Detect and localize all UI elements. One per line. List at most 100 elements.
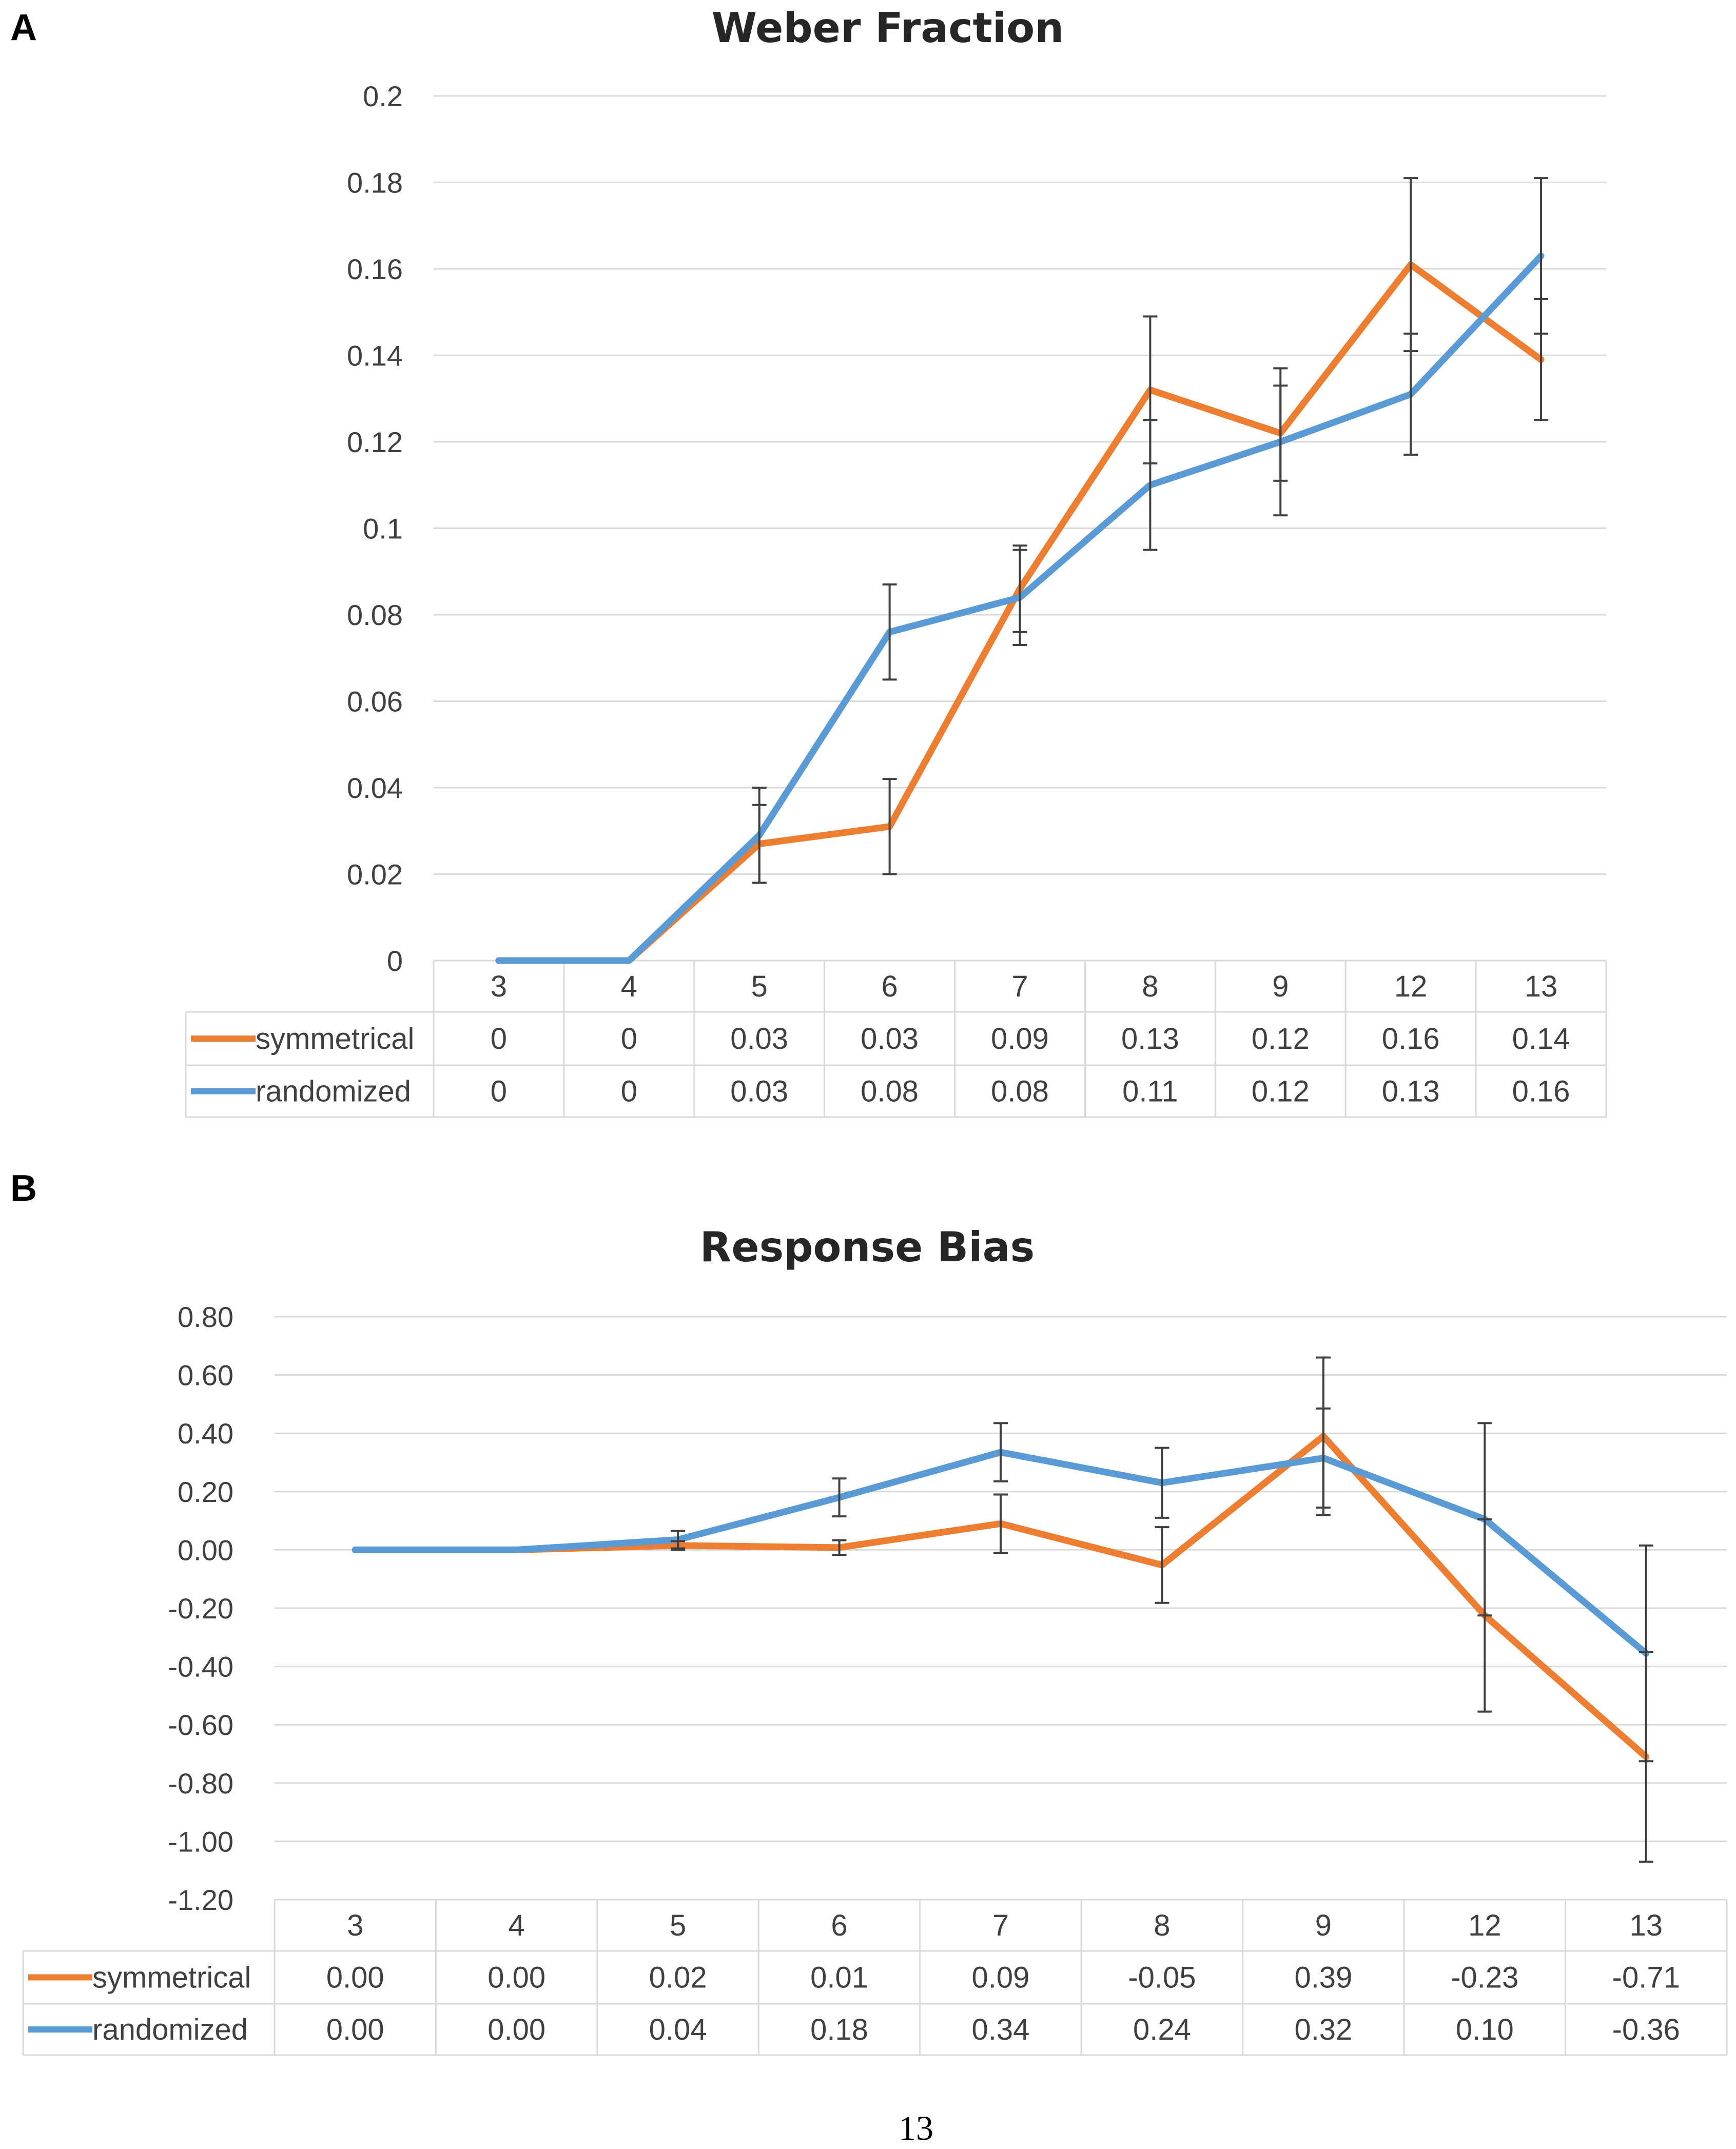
y-tick-label: 0.08 — [347, 599, 403, 631]
y-tick-label: 0.18 — [347, 167, 403, 199]
data-table-grid — [22, 1899, 1728, 2056]
error-bars — [752, 177, 1549, 884]
y-tick-label: 0.16 — [347, 253, 403, 285]
page-number: 13 — [899, 2108, 933, 2147]
error-bar-randomized — [1403, 333, 1418, 456]
category-label: 13 — [1630, 1909, 1663, 1942]
table-cell-symmetrical: 0.14 — [1512, 1022, 1570, 1056]
error-bars — [671, 1356, 1653, 1863]
chart-title-weber: Weber Fraction — [712, 4, 1064, 52]
y-tick-label: 0.14 — [347, 340, 403, 372]
category-label: 5 — [670, 1909, 686, 1942]
category-label: 5 — [751, 970, 768, 1003]
table-cell-randomized: 0.10 — [1456, 2013, 1514, 2046]
category-label: 4 — [509, 1909, 525, 1942]
category-label: 6 — [831, 1909, 847, 1942]
table-cell-symmetrical: 0.03 — [861, 1022, 919, 1056]
table-cell-symmetrical: 0 — [621, 1022, 637, 1056]
table-cell-randomized: 0.16 — [1512, 1075, 1570, 1108]
y-axis-ticks: 0.2 0.18 0.16 0.14 0.12 0.1 0.08 0.06 0.04 0.02 0 — [347, 80, 403, 977]
table-cell-randomized: 0.13 — [1382, 1075, 1440, 1108]
error-bar-symmetrical — [1155, 1526, 1169, 1604]
table-row-symmetrical: symmetrical 0 0 0.03 0.03 0.09 0.13 0.12 0.16 0.… — [191, 1022, 1570, 1056]
chart-title-response-bias: Response Bias — [700, 1223, 1035, 1271]
table-cell-randomized: 0.00 — [326, 2013, 384, 2046]
table-cell-symmetrical: 0.13 — [1121, 1022, 1179, 1056]
table-cell-randomized: 0.08 — [861, 1075, 919, 1108]
category-label: 13 — [1525, 970, 1558, 1003]
category-label: 9 — [1272, 970, 1289, 1003]
error-bar-randomized — [1316, 1407, 1331, 1509]
table-cell-randomized: 0.08 — [991, 1075, 1049, 1108]
panel-label-b: B — [10, 1168, 37, 1209]
data-table: 3 4 5 6 7 8 9 12 13 symmetrical 0.00 0.00 0.02 0.01… — [28, 1909, 1680, 2046]
table-cell-symmetrical: -0.05 — [1128, 1961, 1196, 1995]
category-label: 8 — [1154, 1909, 1170, 1942]
y-tick-label: 0.06 — [347, 686, 403, 718]
y-tick-label: 0.1 — [363, 513, 403, 545]
y-tick-label: 0.80 — [178, 1301, 233, 1333]
category-row: 3 4 5 6 7 8 9 12 13 — [347, 1909, 1663, 1942]
y-tick-label: -0.80 — [168, 1767, 233, 1800]
table-cell-symmetrical: 0.02 — [649, 1961, 707, 1995]
table-cell-randomized: 0.03 — [730, 1075, 788, 1108]
category-label: 3 — [347, 1909, 363, 1942]
table-cell-symmetrical: 0.16 — [1382, 1022, 1440, 1056]
table-cell-symmetrical: 0.00 — [326, 1961, 384, 1995]
y-tick-label: -1.00 — [168, 1825, 233, 1858]
table-row-randomized: randomized 0 0 0.03 0.08 0.08 0.11 0.12 0.13 0.1… — [191, 1075, 1570, 1108]
error-bar-randomized — [1143, 419, 1158, 551]
error-bar-randomized — [1534, 177, 1549, 335]
y-tick-label: -0.20 — [168, 1592, 233, 1625]
y-tick-label: 0.02 — [347, 858, 403, 891]
table-cell-symmetrical: 0.01 — [810, 1961, 868, 1995]
category-label: 12 — [1468, 1909, 1501, 1942]
error-bar-randomized — [993, 1422, 1008, 1482]
error-bar-randomized — [882, 583, 897, 681]
y-tick-label: 0.2 — [363, 80, 403, 112]
y-tick-label: -0.60 — [168, 1709, 233, 1741]
table-row-randomized: randomized 0.00 0.00 0.04 0.18 0.34 0.24 0.32 0… — [28, 2013, 1680, 2046]
table-cell-symmetrical: 0.03 — [730, 1022, 788, 1056]
category-label: 6 — [881, 970, 898, 1003]
table-cell-randomized: 0.12 — [1252, 1075, 1310, 1108]
y-tick-label: 0.04 — [347, 772, 403, 804]
table-cell-symmetrical: -0.23 — [1451, 1961, 1518, 1995]
y-tick-label: 0.00 — [178, 1534, 233, 1566]
category-label: 9 — [1315, 1909, 1332, 1942]
y-tick-label: 0.60 — [178, 1359, 233, 1392]
table-cell-symmetrical: 0 — [491, 1022, 507, 1056]
response-bias-chart: B Response Bias 0.80 0.60 0.40 0.20 0.00 -0.2… — [10, 1168, 1728, 2056]
error-bar-randomized — [1477, 1422, 1492, 1617]
y-tick-label: -0.40 — [168, 1651, 233, 1683]
error-bar-randomized — [1155, 1447, 1169, 1519]
error-bar-randomized — [752, 787, 767, 884]
table-row-symmetrical: symmetrical 0.00 0.00 0.02 0.01 0.09 -0.05 0.3… — [28, 1961, 1680, 1995]
table-cell-randomized: 0.34 — [972, 2013, 1030, 2046]
y-tick-label: -1.20 — [168, 1884, 233, 1916]
category-label: 8 — [1142, 970, 1158, 1003]
category-label: 7 — [992, 1909, 1009, 1942]
data-table: 3 4 5 6 7 8 9 12 13 symmetrical 0 0 0.03 0.03 0.09 0.… — [191, 970, 1570, 1108]
error-bar-symmetrical — [832, 1539, 847, 1556]
category-label: 4 — [621, 970, 637, 1003]
error-bar-symmetrical — [882, 778, 897, 875]
y-tick-label: 0.40 — [178, 1417, 233, 1450]
error-bar-symmetrical — [993, 1493, 1008, 1554]
table-cell-symmetrical: -0.71 — [1612, 1961, 1680, 1995]
weber-fraction-chart: A Weber Fraction 0.20.180.160.140.120.10… — [10, 4, 1607, 1118]
table-cell-symmetrical: 0.12 — [1252, 1022, 1310, 1056]
series-lines — [352, 1433, 1650, 1761]
table-cell-randomized: -0.36 — [1612, 2013, 1680, 2046]
gridlines — [434, 95, 1606, 875]
legend-label-randomized: randomized — [92, 2013, 248, 2046]
table-cell-symmetrical: 0.09 — [991, 1022, 1049, 1056]
table-cell-randomized: 0.00 — [487, 2013, 545, 2046]
legend-label-symmetrical: symmetrical — [256, 1022, 414, 1056]
category-label: 12 — [1394, 970, 1428, 1003]
table-cell-randomized: 0.24 — [1133, 2013, 1191, 2046]
y-tick-label: 0 — [387, 945, 403, 977]
y-axis-ticks: 0.80 0.60 0.40 0.20 0.00 -0.20 -0.40 -0.60 -0.80… — [168, 1301, 233, 1916]
category-label: 3 — [491, 970, 507, 1003]
